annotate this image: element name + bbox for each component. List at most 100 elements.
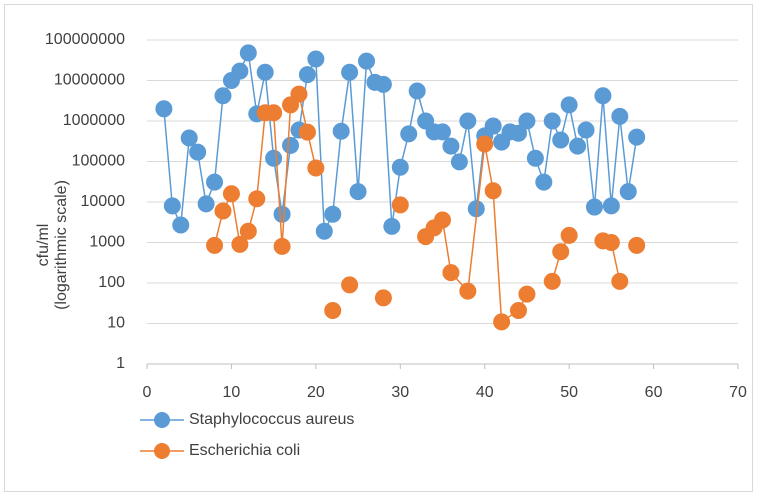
data-point — [518, 285, 536, 303]
data-point — [560, 226, 578, 244]
data-point — [231, 235, 249, 253]
y-axis-label-line: (logarithmic scale) — [53, 180, 70, 310]
data-point — [290, 85, 308, 103]
y-tick-label: 100 — [98, 274, 125, 291]
data-point — [231, 62, 249, 80]
data-point — [577, 121, 595, 139]
legend-label: Escherichia coli — [189, 442, 300, 459]
data-point — [374, 289, 392, 307]
x-tick-label: 60 — [645, 384, 663, 401]
data-point — [332, 122, 350, 140]
y-axis-label: cfu/ml (logarithmic scale) — [35, 180, 70, 310]
data-point — [180, 129, 198, 147]
y-tick-label: 1000 — [89, 234, 125, 251]
x-tick-label: 10 — [223, 384, 241, 401]
data-point — [374, 75, 392, 93]
data-point — [434, 211, 451, 229]
data-point — [315, 222, 333, 240]
y-axis-label-line: cfu/ml — [35, 224, 52, 267]
data-point — [273, 237, 291, 255]
y-tick-label: 10000 — [81, 193, 126, 210]
data-point — [273, 205, 291, 223]
data-point — [611, 107, 629, 125]
data-point — [341, 63, 359, 81]
data-point — [560, 96, 578, 114]
data-point — [383, 217, 401, 235]
y-tick-label: 1 — [116, 355, 125, 372]
data-point — [552, 243, 570, 261]
x-tick-label: 0 — [143, 384, 152, 401]
data-point — [282, 136, 300, 154]
data-point — [526, 149, 544, 167]
data-point — [569, 137, 587, 155]
data-point — [265, 149, 283, 167]
y-tick-label: 100000 — [72, 153, 125, 170]
data-point — [628, 128, 646, 146]
data-point — [324, 301, 342, 319]
data-point — [484, 117, 502, 135]
y-tick-label: 10000000 — [54, 72, 125, 89]
data-point — [509, 124, 527, 142]
data-point — [256, 63, 274, 81]
data-point — [358, 52, 376, 70]
legend-marker — [154, 412, 170, 428]
y-tick-label: 1000000 — [63, 112, 125, 129]
data-point — [518, 112, 536, 130]
data-point — [349, 183, 367, 201]
data-point — [543, 272, 561, 290]
data-point — [307, 159, 325, 177]
data-point — [155, 100, 173, 118]
x-tick-label: 30 — [391, 384, 409, 401]
data-point — [248, 190, 266, 208]
data-point — [611, 272, 629, 290]
y-tick-label: 10 — [107, 315, 125, 332]
data-point — [467, 200, 485, 218]
x-tick-label: 40 — [476, 384, 494, 401]
x-tick-label: 20 — [307, 384, 325, 401]
data-point — [214, 202, 232, 220]
data-point — [298, 123, 316, 141]
data-point — [493, 313, 511, 331]
data-point — [535, 173, 553, 191]
legend-marker — [154, 443, 170, 459]
data-point — [450, 153, 468, 171]
data-point — [602, 197, 620, 215]
data-point — [172, 216, 190, 234]
data-point — [324, 205, 342, 223]
x-tick-label: 50 — [560, 384, 578, 401]
data-point — [214, 87, 232, 105]
x-tick-label: 70 — [729, 384, 747, 401]
data-point — [222, 185, 240, 203]
data-point — [341, 276, 359, 294]
data-point — [594, 87, 612, 105]
data-point — [391, 158, 409, 176]
data-point — [265, 104, 283, 122]
data-point — [543, 112, 561, 130]
data-point — [585, 198, 603, 216]
data-point — [509, 301, 527, 319]
data-point — [206, 173, 224, 191]
data-point — [400, 125, 418, 143]
legend-label: Staphylococcus aureus — [189, 411, 354, 428]
data-point — [307, 50, 325, 68]
data-point — [619, 183, 637, 201]
data-point — [442, 264, 460, 282]
data-point — [163, 197, 181, 215]
y-tick-label: 100000000 — [45, 31, 125, 48]
data-point — [434, 123, 451, 141]
data-point — [239, 44, 257, 62]
data-point — [189, 143, 207, 161]
data-point — [408, 82, 426, 100]
data-point — [602, 234, 620, 251]
data-point — [459, 282, 477, 300]
data-point — [552, 131, 570, 149]
data-point — [442, 137, 460, 155]
data-point — [298, 66, 316, 84]
data-point — [476, 135, 494, 153]
data-point — [484, 182, 502, 200]
data-point — [206, 236, 224, 254]
data-point — [197, 195, 215, 213]
data-point — [459, 112, 477, 130]
